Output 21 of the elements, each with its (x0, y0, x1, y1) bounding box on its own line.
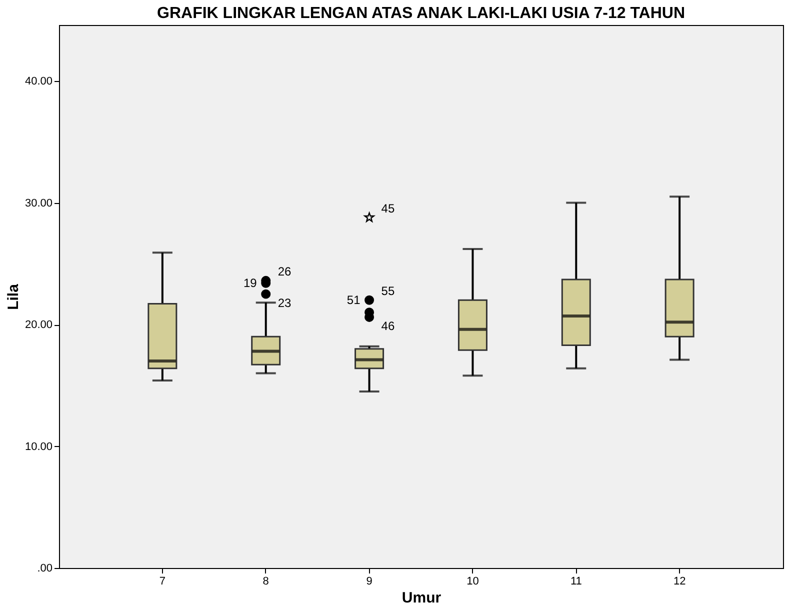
y-axis-title: Lila (4, 283, 22, 310)
annotation: 51 (346, 293, 361, 308)
y-tick-label: .00 (37, 562, 52, 574)
annotation: 19 (244, 276, 258, 290)
x-tick-label: 10 (466, 576, 479, 588)
annotation: 46 (381, 319, 395, 334)
chart-title: GRAFIK LINGKAR LENGAN ATAS ANAK LAKI-LAKI USIA 7-12 TAHUN (157, 5, 685, 22)
x-tick-label: 12 (673, 576, 686, 588)
annotation: 26 (278, 264, 292, 279)
x-axis-title: Umur (402, 590, 442, 606)
x-tick-label: 11 (570, 576, 582, 588)
y-tick-label: 30.00 (24, 197, 52, 210)
annotation: 45 (381, 201, 395, 216)
y-tick-label: 40.00 (24, 76, 52, 88)
y-tick-label: 20.00 (24, 319, 52, 331)
annotation: 55 (381, 284, 395, 298)
annotation: 23 (278, 296, 292, 310)
x-tick-label: 9 (366, 576, 372, 588)
y-tick-label: 10.00 (24, 440, 52, 453)
x-tick-label: 7 (159, 576, 166, 588)
x-tick-label: 8 (262, 576, 269, 588)
